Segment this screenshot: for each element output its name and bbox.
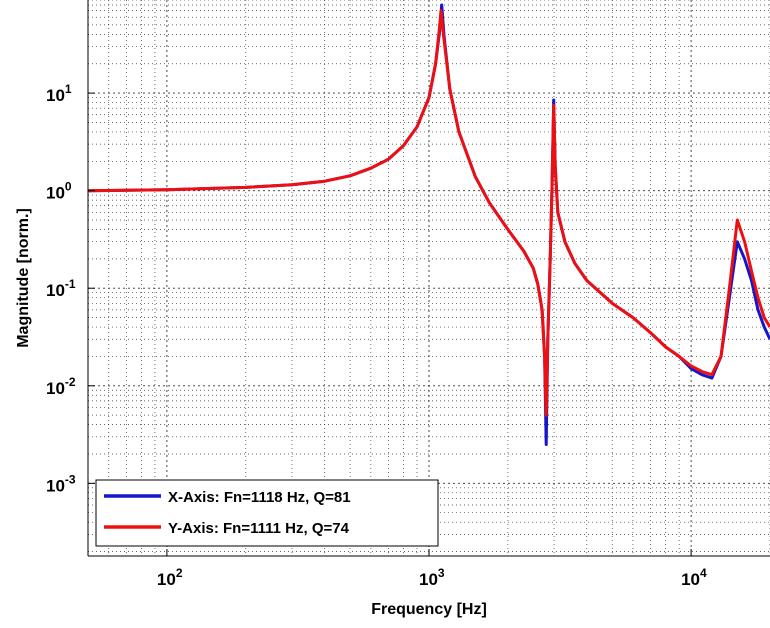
- x-tick-label: 102: [157, 566, 183, 589]
- y-tick-exponent: -2: [65, 375, 76, 389]
- plot-area: [88, 0, 770, 556]
- axis-ticks: [88, 92, 692, 556]
- y-tick-exponent: -1: [65, 277, 76, 291]
- x-tick-exponent: 4: [700, 566, 707, 580]
- y-tick-label: 10-1: [46, 277, 76, 300]
- y-tick-exponent: 0: [65, 180, 72, 194]
- x-tick-label: 103: [419, 566, 445, 589]
- series-layer: [87, 3, 770, 446]
- x-tick-label: 104: [681, 566, 707, 589]
- legend-label-y-axis: Y-Axis: Fn=1111 Hz, Q=74: [168, 520, 350, 537]
- legend-label-x-axis: X-Axis: Fn=1118 Hz, Q=81: [168, 489, 351, 506]
- x-tick-exponent: 3: [438, 566, 445, 580]
- y-tick-exponent: -3: [65, 472, 76, 486]
- y-tick-label: 100: [46, 180, 72, 203]
- y-tick-label: 10-2: [46, 375, 76, 398]
- x-tick-exponent: 2: [176, 566, 183, 580]
- y-tick-exponent: 1: [65, 82, 72, 96]
- y-tick-label: 101: [46, 82, 72, 105]
- y-tick-label: 10-3: [46, 472, 76, 495]
- legend-box: [95, 479, 439, 547]
- y-axis-label: Magnitude [norm.]: [15, 208, 32, 348]
- series-line-y-axis: [87, 9, 770, 417]
- legend: X-Axis: Fn=1118 Hz, Q=81 Y-Axis: Fn=1111…: [95, 479, 439, 547]
- x-axis-label: Frequency [Hz]: [371, 601, 487, 618]
